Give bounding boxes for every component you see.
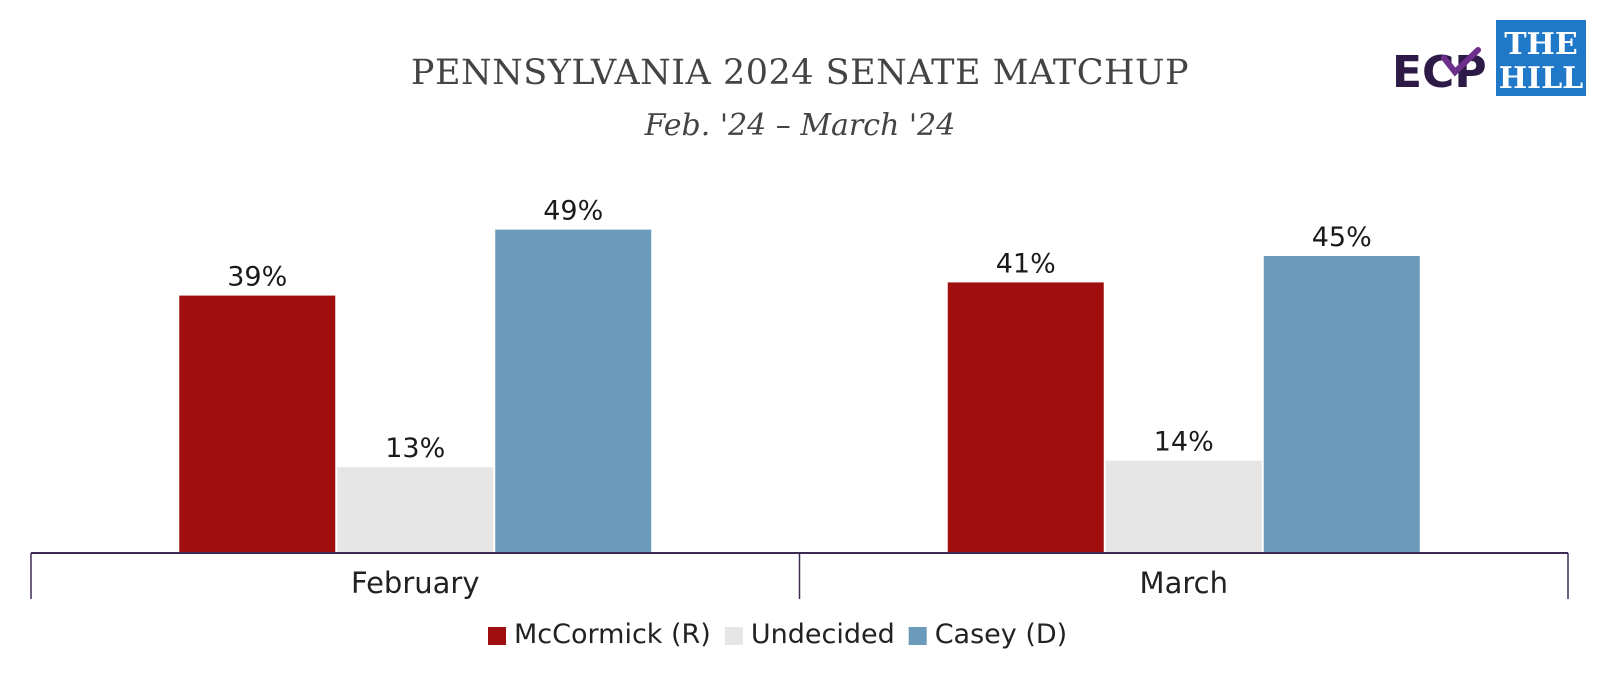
bar-march-0 (947, 282, 1104, 553)
x-axis: February March (30, 552, 1569, 600)
legend-swatch-1 (724, 627, 743, 645)
ecp-logo: ECP (1392, 47, 1487, 98)
legend-swatch-2 (908, 627, 927, 645)
bar-february-1 (337, 467, 494, 553)
chart-title: PENNSYLVANIA 2024 SENATE MATCHUP (411, 53, 1189, 93)
legend: McCormick (R) Undecided Casey (D) (488, 619, 1067, 650)
bar-march-2 (1263, 256, 1420, 553)
legend-label-2: Casey (D) (935, 619, 1068, 650)
logo-group: ECP THE HILL (1392, 20, 1586, 98)
the-hill-logo-background (1496, 20, 1586, 96)
data-label-february-1: 13% (385, 433, 445, 464)
data-label-march-1: 14% (1154, 427, 1214, 458)
the-hill-logo-line2: HILL (1499, 61, 1584, 96)
bar-february-0 (179, 295, 336, 553)
legend-label-0: McCormick (R) (514, 619, 711, 650)
data-label-february-2: 49% (543, 196, 603, 227)
bar-february-2 (495, 229, 652, 553)
data-label-march-2: 45% (1312, 222, 1372, 253)
category-label-february: February (351, 566, 480, 600)
category-label-march: March (1140, 566, 1228, 600)
the-hill-logo: THE HILL (1496, 20, 1586, 96)
data-label-february-0: 39% (227, 262, 287, 293)
bar-march-1 (1105, 460, 1262, 553)
legend-label-1: Undecided (751, 619, 895, 650)
bars-group: 39% 13% 49% 41% 14% 45% (179, 196, 1420, 553)
ecp-check-icon (1441, 47, 1481, 77)
the-hill-logo-line1: THE (1504, 27, 1578, 62)
chart-subtitle: Feb. '24 – March '24 (644, 108, 956, 143)
legend-swatch-0 (488, 627, 506, 645)
data-label-march-0: 41% (996, 248, 1056, 279)
